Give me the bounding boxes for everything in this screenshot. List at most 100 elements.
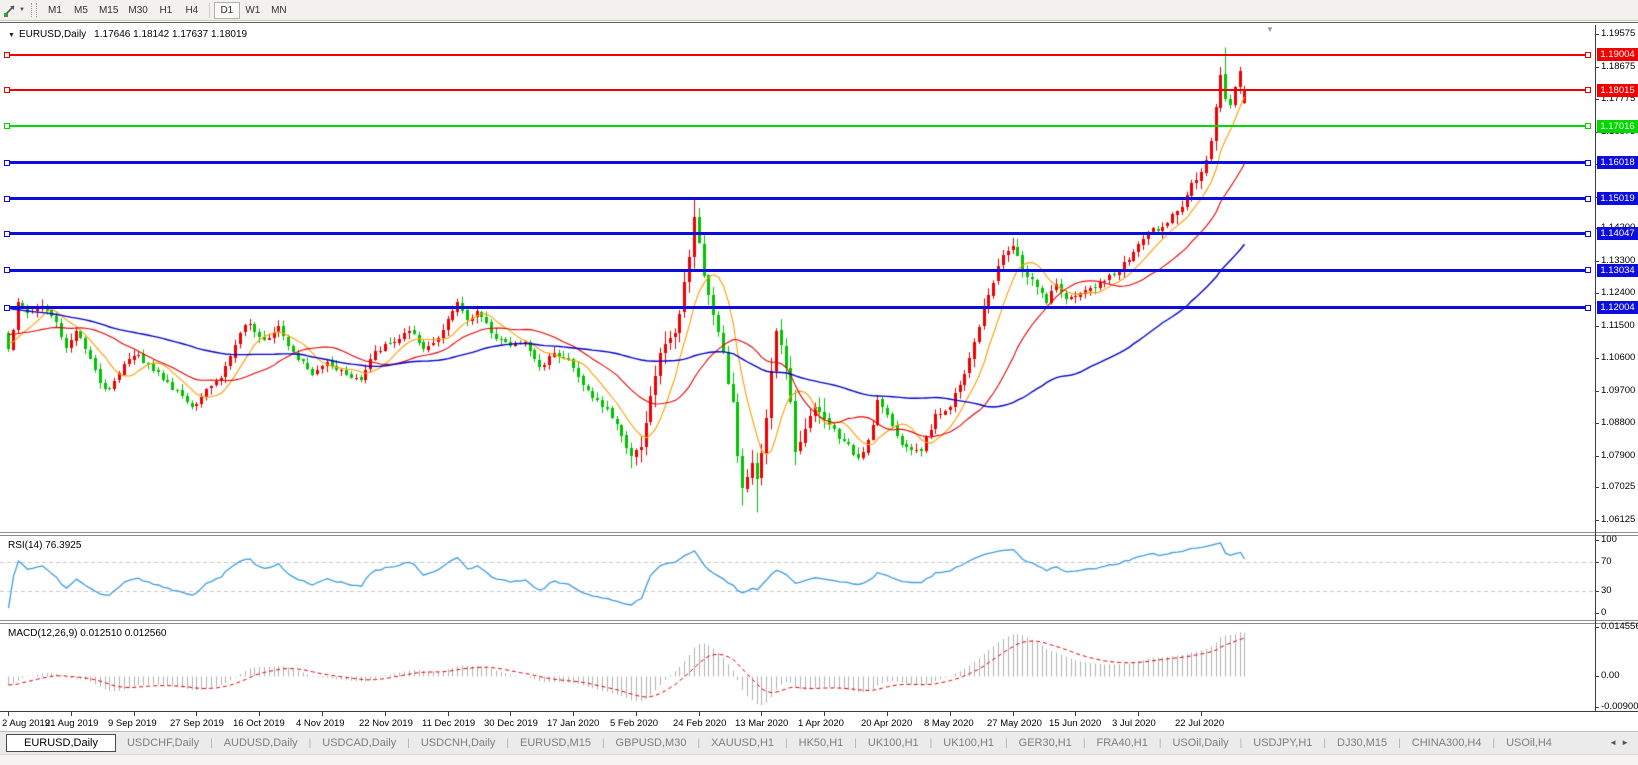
timeframe-button-w1[interactable]: W1 [245,4,261,16]
chart-shift-marker-icon[interactable]: ▼ [1266,25,1274,34]
tab-gbpusd-m30[interactable]: GBPUSD,M30 [615,737,687,749]
timeframe-button-m1[interactable]: M1 [48,4,62,16]
hline-handle[interactable] [4,160,10,166]
hline-handle[interactable] [1585,87,1591,93]
tab-usdcnh-daily[interactable]: USDCNH,Daily [420,737,496,749]
horizontal-line-1.14047[interactable] [4,232,1588,235]
pane-splitter[interactable] [0,620,1638,621]
tab-dj30-m15[interactable]: DJ30,M15 [1337,737,1388,749]
tab-usdcad-daily[interactable]: USDCAD,Daily [322,737,397,749]
main-chart-canvas[interactable] [0,25,1595,532]
tab-usoil-daily[interactable]: USOil,Daily [1172,737,1229,749]
timeframe-group: M1 M5 M15 M30 H1 H4 D1 W1 MN [42,1,292,19]
date-label: 8 May 2020 [924,718,974,729]
hline-handle[interactable] [4,305,10,311]
toolbar-grip[interactable] [30,3,37,17]
status-bar [0,754,1638,765]
tab-audusd-daily[interactable]: AUDUSD,Daily [223,737,298,749]
price-tick-mark [1595,67,1599,68]
timeframe-button-m30[interactable]: M30 [128,4,148,16]
timeframe-button-h1[interactable]: H1 [159,4,173,16]
tab-ger30-h1[interactable]: GER30,H1 [1018,737,1072,749]
tab-hk50-h1[interactable]: HK50,H1 [798,737,844,749]
timeframe-button-d1[interactable]: D1 [213,1,240,19]
tab-eurusd-m15[interactable]: EURUSD,M15 [520,737,591,749]
tab-fra40-h1[interactable]: FRA40,H1 [1096,737,1148,749]
tab-usoil-h4[interactable]: USOil,H4 [1506,737,1552,749]
price-tick-label: 1.17775 [1601,93,1636,104]
hline-handle[interactable] [4,87,10,93]
tab-usdchf-daily[interactable]: USDCHF,Daily [126,737,200,749]
rsi-tick-mark [1595,540,1599,541]
macd-tick-mark [1595,676,1599,677]
tab-separator: | [1239,737,1243,749]
macd-axis-label: 0.00 [1601,670,1620,681]
tab-eurusd-daily[interactable]: EURUSD,Daily [6,734,116,752]
tab-usdjpy-h1[interactable]: USDJPY,H1 [1253,737,1313,749]
tab-separator: | [929,737,933,749]
tab-china300-h4[interactable]: CHINA300,H4 [1411,737,1482,749]
pane-splitter[interactable] [0,535,1638,536]
hline-price-tag: 1.14047 [1597,227,1638,240]
price-tick-label: 1.11500 [1601,320,1635,331]
date-label: 30 Dec 2019 [484,718,538,729]
tab-uk100-h1[interactable]: UK100,H1 [943,737,995,749]
horizontal-line-1.13034[interactable] [4,269,1588,272]
date-label: 17 Jan 2020 [547,718,600,729]
hline-handle[interactable] [1585,231,1591,237]
pane-splitter[interactable] [0,532,1638,533]
tab-xauusd-h1[interactable]: XAUUSD,H1 [711,737,775,749]
hline-handle[interactable] [4,196,10,202]
hline-handle[interactable] [4,123,10,129]
horizontal-line-1.19004[interactable] [4,54,1588,56]
hline-handle[interactable] [1585,267,1591,273]
price-tick-mark [1595,99,1599,100]
hline-handle[interactable] [4,52,10,58]
rsi-tick-mark [1595,562,1599,563]
hline-handle[interactable] [1585,160,1591,166]
price-tick-mark [1595,293,1599,294]
timeframe-button-m5[interactable]: M5 [74,4,88,16]
rsi-pane-canvas[interactable] [0,537,1595,620]
price-tick-mark [1595,326,1599,327]
date-tick-mark [636,712,637,716]
date-tick-mark [71,712,72,716]
date-tick-mark [887,712,888,716]
pane-splitter[interactable] [0,623,1638,624]
timeframe-button-m15[interactable]: M15 [98,4,119,16]
hline-handle[interactable] [4,267,10,273]
macd-pane-canvas[interactable] [0,625,1595,711]
tab-separator: | [407,737,410,749]
timeframe-button-mn[interactable]: MN [271,4,287,16]
tab-scroll-left-icon[interactable]: ◄ [1609,738,1622,747]
horizontal-line-1.15019[interactable] [4,197,1588,200]
price-tick-label: 1.13300 [1601,255,1636,266]
horizontal-line-1.16018[interactable] [4,161,1588,164]
timeframe-button-h4[interactable]: H4 [185,4,199,16]
hline-handle[interactable] [1585,52,1591,58]
cursor-tool-button[interactable]: ▼ [0,1,28,19]
horizontal-line-1.18015[interactable] [4,89,1588,91]
horizontal-line-1.12004[interactable] [4,306,1588,309]
date-label: 13 Mar 2020 [735,718,789,729]
date-label: 5 Feb 2020 [610,718,659,729]
chart-symbol-label: EURUSD,Daily [18,29,87,40]
tab-scroll-right-icon[interactable]: ► [1621,738,1633,747]
cursor-tool-icon [4,5,15,17]
chart-window: ▼ EURUSD,Daily 1.17646 1.18142 1.17637 1.1… [0,22,1638,731]
price-tick-label: 1.12400 [1601,287,1636,298]
date-tick-mark [196,712,197,716]
hline-handle[interactable] [1585,305,1591,311]
tab-separator: | [1005,737,1008,749]
date-label: 22 Jul 2020 [1175,718,1225,729]
date-label: 22 Nov 2019 [359,718,413,729]
date-tick-mark [573,712,574,716]
macd-axis-label: -0.009001 [1601,701,1638,712]
hline-handle[interactable] [1585,196,1591,202]
price-tick-mark [1595,520,1599,521]
hline-handle[interactable] [4,231,10,237]
chart-title: ▼ EURUSD,Daily 1.17646 1.18142 1.17637 1.1… [8,29,247,40]
tab-uk100-h1[interactable]: UK100,H1 [867,737,919,749]
hline-handle[interactable] [1585,123,1591,129]
horizontal-line-1.17016[interactable] [4,125,1588,127]
